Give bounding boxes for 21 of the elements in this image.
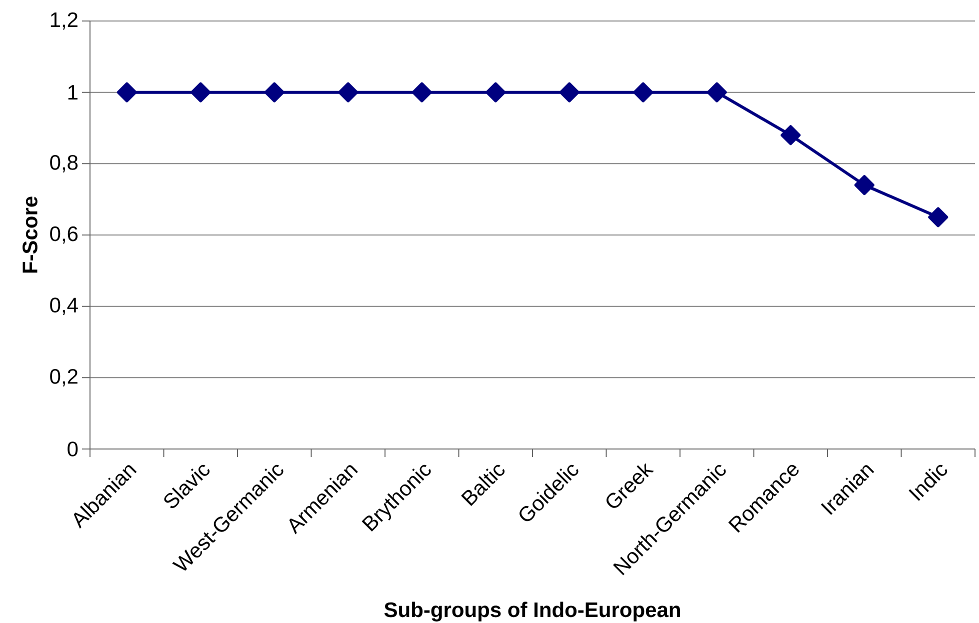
y-tick-label: 1: [68, 85, 78, 100]
point: [780, 125, 801, 146]
point: [559, 82, 580, 102]
y-axis-title: F-Score: [22, 196, 38, 273]
y-tick-label: 0,6: [50, 226, 78, 244]
point: [633, 82, 654, 102]
point: [854, 175, 874, 196]
y-tick-label: 0,2: [50, 369, 78, 386]
point: [264, 82, 284, 102]
y-tick-label: 0: [68, 442, 78, 456]
point: [706, 82, 727, 102]
y-tick-label: 0,4: [50, 298, 78, 316]
x-axis-title: Sub-groups of Indo-European: [384, 602, 680, 622]
point: [190, 82, 211, 102]
point: [338, 82, 358, 102]
point: [412, 82, 432, 102]
point: [928, 207, 948, 228]
point: [486, 82, 506, 102]
y-tick-label: 0,8: [50, 154, 78, 172]
point: [116, 82, 137, 102]
y-tick-label: 1,2: [50, 12, 78, 30]
